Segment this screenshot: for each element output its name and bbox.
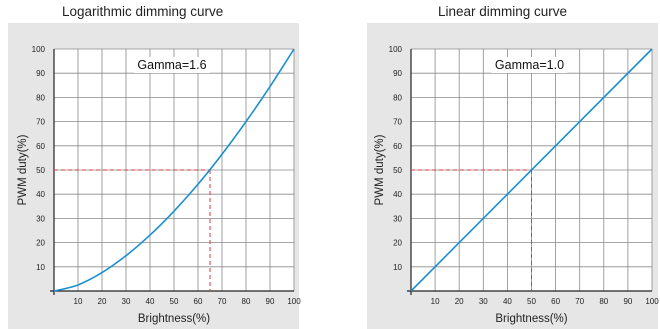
y-tick-label: 80: [393, 93, 402, 102]
y-tick-label: 100: [389, 45, 403, 54]
x-tick-label: 70: [575, 297, 584, 306]
y-tick-label: 30: [393, 214, 402, 223]
x-tick-label: 20: [455, 297, 464, 306]
x-tick-label: 50: [170, 297, 179, 306]
y-tick-label: 50: [36, 166, 45, 175]
gamma-annotation: Gamma=1.0: [495, 58, 564, 72]
y-tick-label: 90: [36, 69, 45, 78]
x-tick-label: 40: [146, 297, 155, 306]
x-tick-label: 40: [503, 297, 512, 306]
y-axis-label: PWM duty(%): [374, 134, 386, 205]
x-tick-label: 30: [479, 297, 488, 306]
x-tick-label: 10: [74, 297, 83, 306]
y-tick-label: 60: [393, 142, 402, 151]
y-tick-label: 10: [36, 263, 45, 272]
x-axis-label: Brightness(%): [495, 313, 567, 325]
y-tick-label: 40: [36, 190, 45, 199]
x-tick-label: 10: [431, 297, 440, 306]
y-axis-label: PWM duty(%): [17, 134, 29, 205]
annotation-background: [134, 57, 210, 73]
y-tick-label: 30: [36, 214, 45, 223]
y-tick-label: 10: [393, 263, 402, 272]
x-tick-label: 80: [599, 297, 608, 306]
chart-title-logarithmic: Logarithmic dimming curve: [62, 4, 224, 19]
x-tick-label: 50: [527, 297, 536, 306]
x-tick-label: 20: [98, 297, 107, 306]
x-tick-label: 100: [287, 297, 301, 306]
x-axis-label: Brightness(%): [138, 313, 210, 325]
y-tick-label: 20: [36, 239, 45, 248]
x-tick-label: 100: [645, 297, 659, 306]
gamma-annotation: Gamma=1.6: [137, 58, 206, 72]
series-line: [53, 48, 295, 292]
y-tick-label: 80: [36, 93, 45, 102]
y-tick-label: 20: [393, 239, 402, 248]
y-tick-label: 70: [393, 118, 402, 127]
x-tick-label: 80: [242, 297, 251, 306]
y-tick-label: 40: [393, 190, 402, 199]
y-tick-label: 70: [36, 118, 45, 127]
chart-title-linear: Linear dimming curve: [438, 4, 568, 19]
y-tick-label: 90: [393, 69, 402, 78]
x-tick-label: 70: [218, 297, 227, 306]
series-line: [410, 48, 653, 292]
annotation-background: [491, 57, 568, 73]
y-tick-label: 50: [393, 166, 402, 175]
x-tick-label: 60: [551, 297, 560, 306]
y-tick-label: 60: [36, 142, 45, 151]
x-tick-label: 90: [266, 297, 275, 306]
x-tick-label: 60: [194, 297, 203, 306]
y-tick-label: 100: [32, 45, 46, 54]
x-tick-label: 90: [623, 297, 632, 306]
x-tick-label: 30: [122, 297, 131, 306]
